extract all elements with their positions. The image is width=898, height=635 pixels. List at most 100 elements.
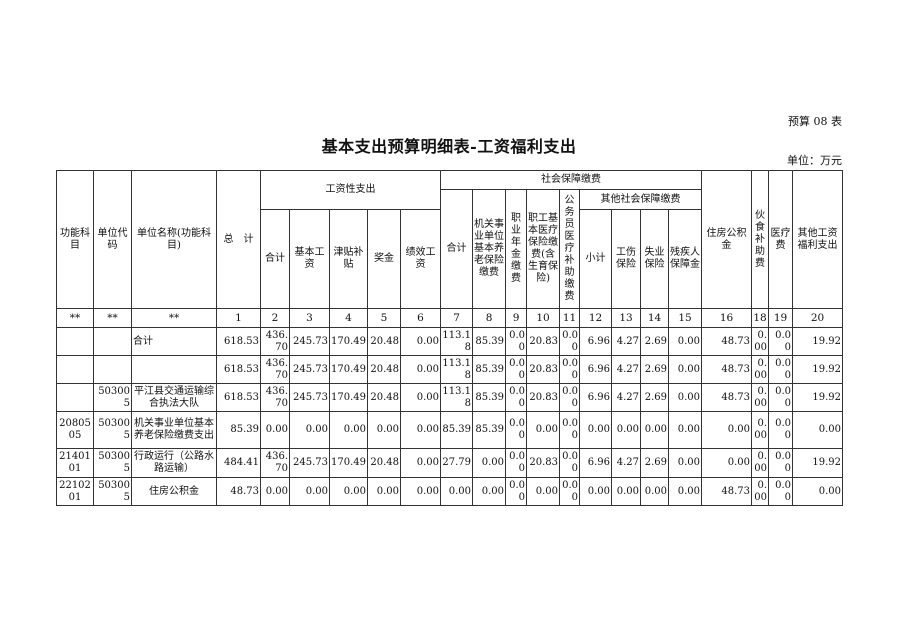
header-injury: 工伤保险 [611,209,642,309]
column-number: 12 [579,308,613,328]
column-number: 13 [611,308,642,328]
header-unemployment: 失业保险 [640,209,670,309]
cell-func-subject: 2140101 [56,448,94,478]
cell-amount: 0.00 [329,477,368,506]
cell-amount: 0.00 [526,411,561,449]
cell-amount: 0.00 [668,411,703,449]
cell-amount: 0.00 [668,327,703,356]
cell-amount: 20.83 [526,355,561,384]
column-number: 19 [768,308,794,328]
cell-amount: 0.00 [289,411,330,449]
cell-amount: 245.73 [289,448,330,478]
header-basic-wage: 基本工资 [289,209,330,309]
header-medical: 职工基本医疗保险缴费(含生育保险) [526,189,561,309]
cell-amount: 48.73 [701,327,753,356]
cell-amount: 0.00 [640,477,670,506]
cell-amount: 0.00 [768,355,794,384]
cell-unit-name: 住房公积金 [131,477,217,506]
header-social-group: 社会保障缴费 [440,170,703,190]
cell-amount: 2.69 [640,383,670,412]
cell-amount: 0.00 [399,411,442,449]
cell-unit-code [93,355,132,384]
cell-amount: 170.49 [329,448,368,478]
cell-amount: 0.00 [668,355,703,384]
cell-amount: 4.27 [611,355,642,384]
cell-amount: 0.00 [472,477,507,506]
cell-amount: 113.18 [440,383,474,412]
cell-amount: 48.73 [701,383,753,412]
column-number: 7 [440,308,474,328]
cell-amount: 0.00 [399,327,442,356]
cell-amount: 85.39 [472,383,507,412]
cell-amount: 48.73 [701,355,753,384]
cell-amount: 113.18 [440,355,474,384]
cell-amount: 0.00 [526,477,561,506]
column-number: ** [56,308,94,328]
cell-amount: 0.00 [559,327,581,356]
cell-amount: 27.79 [440,448,474,478]
cell-amount: 19.92 [792,448,844,478]
cell-amount: 19.92 [792,383,844,412]
cell-amount: 0.00 [751,477,770,506]
cell-unit-name [131,355,217,384]
cell-unit-name: 平江县交通运输综合执法大队 [131,383,217,412]
cell-amount: 0.00 [751,411,770,449]
header-wage-group: 工资性支出 [259,170,442,210]
header-performance: 绩效工资 [399,209,442,309]
header-social-total: 合计 [440,189,474,309]
cell-amount: 85.39 [440,411,474,449]
cell-amount: 0.00 [701,411,753,449]
cell-amount: 4.27 [611,383,642,412]
cell-amount: 0.00 [792,411,844,449]
cell-amount: 20.48 [367,383,401,412]
cell-amount: 0.00 [701,448,753,478]
cell-amount: 6.96 [579,448,613,478]
cell-amount: 0.00 [668,477,703,506]
cell-amount: 0.00 [751,448,770,478]
cell-amount: 2.69 [640,355,670,384]
table-row: 合计 618.53 436.70 245.73 170.49 20.48 0.00 113.1… [56,327,844,356]
cell-amount: 436.70 [260,448,290,478]
cell-amount: 0.00 [399,477,442,506]
column-number: 3 [289,308,330,328]
column-number: 15 [668,308,703,328]
cell-amount: 170.49 [329,327,368,356]
cell-amount: 436.70 [260,383,290,412]
cell-amount: 0.00 [668,383,703,412]
cell-amount: 85.39 [216,411,261,449]
cell-amount: 436.70 [260,327,290,356]
header-allowance: 津贴补贴 [329,209,368,309]
cell-amount: 170.49 [329,355,368,384]
cell-func-subject: 2080505 [56,411,94,449]
cell-unit-code: 503005 [93,383,132,412]
cell-amount: 20.48 [367,355,401,384]
cell-amount: 0.00 [559,477,581,506]
cell-amount: 0.00 [579,477,613,506]
cell-unit-code [93,327,132,356]
cell-unit-code: 503005 [93,411,132,449]
header-other-social-group: 其他社会保障缴费 [579,189,703,210]
header-disability: 残疾人保障金 [668,209,703,309]
cell-amount: 0.00 [505,355,528,384]
cell-amount: 0.00 [751,327,770,356]
column-number: ** [131,308,217,328]
cell-amount: 0.00 [505,383,528,412]
header-wage-total: 合计 [260,209,290,309]
cell-amount: 170.49 [329,383,368,412]
cell-amount: 0.00 [472,448,507,478]
cell-amount: 0.00 [260,477,290,506]
column-number: 16 [701,308,753,328]
column-number: 2 [260,308,290,328]
cell-amount: 85.39 [472,411,507,449]
cell-amount: 48.73 [701,477,753,506]
column-number: 1 [216,308,261,328]
cell-amount: 19.92 [792,327,844,356]
cell-func-subject [56,355,94,384]
cell-amount: 0.00 [579,411,613,449]
cell-amount: 0.00 [768,327,794,356]
cell-amount: 48.73 [216,477,261,506]
cell-unit-name: 机关事业单位基本养老保险缴费支出 [131,411,217,449]
cell-amount: 0.00 [399,355,442,384]
column-number: 5 [367,308,401,328]
cell-amount: 0.00 [505,448,528,478]
